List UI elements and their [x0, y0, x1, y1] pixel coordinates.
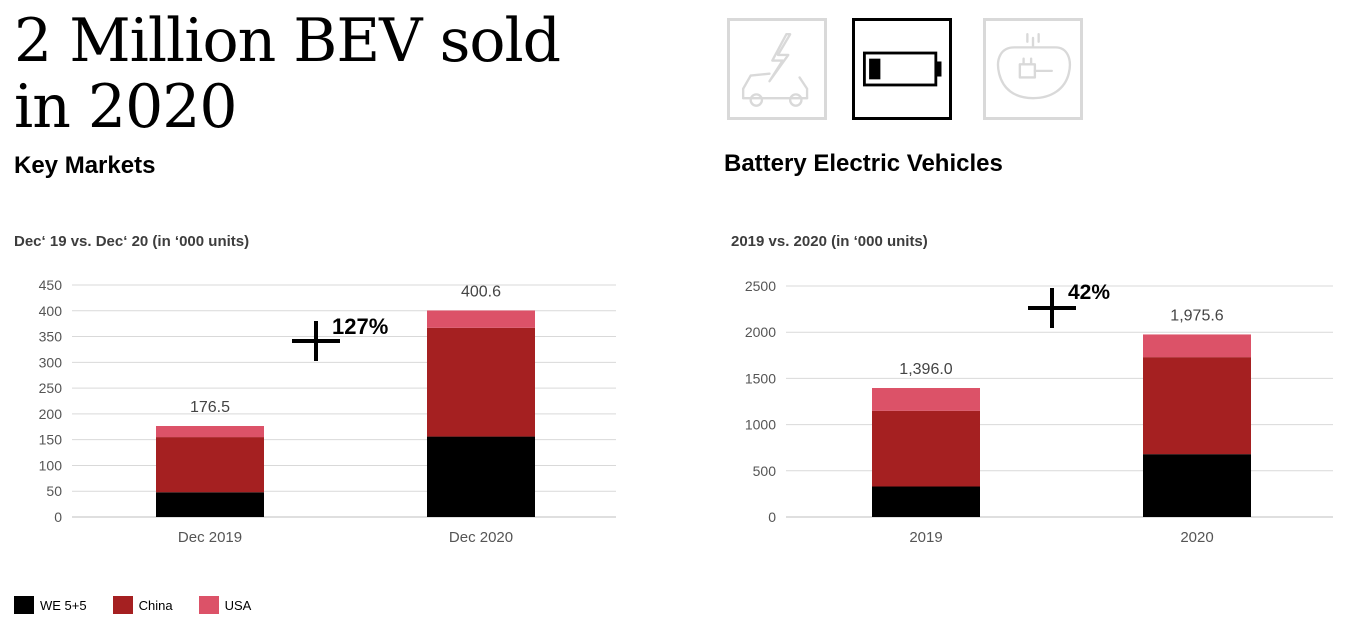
km-y-tick-label: 200 [39, 406, 63, 422]
km-y-tick-label: 350 [39, 329, 63, 345]
legend-item-we: WE 5+5 [14, 596, 87, 614]
bev-subtitle: 2019 vs. 2020 (in ‘000 units) [731, 233, 928, 250]
km-bar-china-2 [427, 327, 535, 437]
chart-legend: WE 5+5 China USA [14, 596, 251, 614]
legend-label-usa: USA [224, 597, 252, 613]
km-y-tick-label: 300 [39, 354, 63, 370]
km-bar-usa-2 [427, 310, 535, 328]
km-x-tick-label: Dec 2019 [178, 529, 242, 546]
legend-swatch-we [14, 596, 34, 614]
legend-label-we: WE 5+5 [40, 597, 87, 613]
km-bar-usa-1 [156, 426, 264, 438]
km-y-tick-label: 400 [39, 303, 63, 319]
bev-title: Battery Electric Vehicles [724, 150, 1003, 177]
bev-x-tick-label: 2019 [909, 529, 942, 546]
bev-y-tick-label: 2500 [745, 278, 776, 294]
key-markets-subtitle: Dec‘ 19 vs. Dec‘ 20 (in ‘000 units) [14, 233, 250, 250]
km-y-tick-label: 0 [54, 509, 62, 525]
bev-total-label: 1,975.6 [1170, 307, 1223, 324]
km-y-tick-label: 100 [39, 457, 63, 473]
legend-item-usa: USA [198, 596, 252, 614]
km-bar-we-2 [427, 436, 535, 517]
bev-bar-we-2 [1143, 454, 1251, 517]
bev-bar-we-1 [872, 486, 980, 517]
legend-item-china: China [112, 596, 173, 614]
headline-line-1: 2 Million BEV sold [14, 6, 561, 76]
legend-label-china: China [138, 597, 173, 613]
bev-y-tick-label: 2000 [745, 324, 776, 340]
bev-y-tick-label: 0 [768, 509, 776, 525]
battery-icon [852, 18, 952, 120]
km-y-tick-label: 150 [39, 432, 63, 448]
km-x-tick-label: Dec 2020 [449, 529, 513, 546]
km-bar-we-1 [156, 492, 264, 517]
bev-growth-label: 42% [1068, 281, 1110, 304]
bev-y-tick-label: 1500 [745, 370, 776, 386]
bev-bar-china-2 [1143, 357, 1251, 455]
bev-y-tick-label: 1000 [745, 417, 776, 433]
legend-swatch-usa [198, 596, 219, 614]
car-charging-icon [727, 18, 827, 120]
km-total-label: 176.5 [190, 399, 230, 416]
headline: 2 Million BEV sold in 2020 [14, 6, 561, 142]
key-markets-title: Key Markets [14, 152, 156, 179]
bev-y-tick-label: 500 [753, 463, 777, 479]
km-y-tick-label: 50 [46, 483, 62, 499]
km-y-tick-label: 450 [39, 277, 63, 293]
key-markets-chart: 0 50 100 150 200 250 300 350 400 450 176.5 Dec 2019… [39, 277, 616, 546]
bev-bar-usa-2 [1143, 334, 1251, 358]
legend-swatch-china [112, 596, 133, 614]
km-bar-china-1 [156, 437, 264, 493]
headline-line-2: in 2020 [14, 72, 238, 142]
bev-chart: 0 500 1000 1500 2000 2500 1,396.0 2019 1,975.6 20… [745, 278, 1333, 546]
km-total-label: 400.6 [461, 283, 501, 300]
km-y-tick-label: 250 [39, 380, 63, 396]
bev-bar-usa-1 [872, 388, 980, 411]
bev-bar-china-1 [872, 410, 980, 487]
electric-plug-car-icon [983, 18, 1083, 120]
bev-total-label: 1,396.0 [899, 361, 952, 378]
km-growth-label: 127% [332, 314, 388, 339]
bev-x-tick-label: 2020 [1180, 529, 1213, 546]
